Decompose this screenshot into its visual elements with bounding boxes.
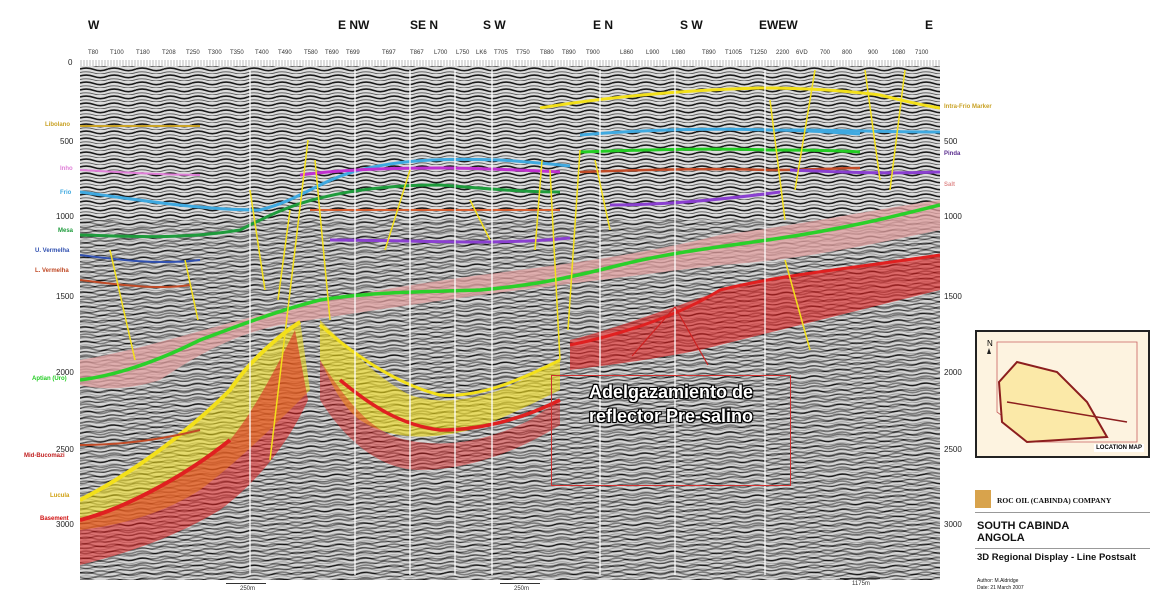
scale-bar: 1175m xyxy=(840,575,880,591)
well-label: T300 xyxy=(208,50,222,56)
depth-label-right: 1000 xyxy=(944,212,962,221)
well-label: T250 xyxy=(186,50,200,56)
depth-label-left: 3000 xyxy=(56,520,74,529)
horizon-label-pinda: Pinda xyxy=(944,151,961,157)
well-label: L900 xyxy=(646,50,660,56)
well-label: T890 xyxy=(702,50,716,56)
horizon-label-inho: Inho xyxy=(60,166,73,172)
well-label: 7100 xyxy=(915,50,929,56)
well-label: 900 xyxy=(868,50,879,56)
direction-label-e-n: E N xyxy=(593,18,614,32)
author-text: Author: M.Aldridge xyxy=(977,578,1019,584)
well-label: 800 xyxy=(842,50,853,56)
direction-label-e-nw: E NW xyxy=(338,18,370,32)
depth-label-left: 500 xyxy=(60,137,74,146)
well-label: T350 xyxy=(230,50,244,56)
scale-bar: 250m xyxy=(500,580,540,596)
well-label: T580 xyxy=(304,50,318,56)
horizon-label-lucula: Lucula xyxy=(50,493,70,499)
location-map: N LOCATION MAP xyxy=(975,330,1150,458)
well-label: T900 xyxy=(586,50,600,56)
well-label: 700 xyxy=(820,50,831,56)
direction-label-w: W xyxy=(88,18,100,32)
well-label: T890 xyxy=(562,50,576,56)
well-label: T208 xyxy=(162,50,176,56)
annotation-text: Adelgazamiento de reflector Pre-salino xyxy=(588,382,754,426)
date-text: Date: 21 March 2007 xyxy=(977,585,1024,591)
well-label: 2200 xyxy=(776,50,790,56)
depth-label-left: 1000 xyxy=(56,212,74,221)
well-label: 6VD xyxy=(796,50,808,56)
well-label: T750 xyxy=(516,50,530,56)
well-label: L860 xyxy=(620,50,634,56)
well-label: T699 xyxy=(346,50,360,56)
well-label: T490 xyxy=(278,50,292,56)
depth-label-right: 2500 xyxy=(944,445,962,454)
horizon-label-libolano: Libolano xyxy=(45,122,70,128)
direction-label-s-w-2: S W xyxy=(680,18,703,32)
depth-label-left: 0 xyxy=(68,58,73,67)
well-label: T80 xyxy=(88,50,99,56)
location-map-graphic: N xyxy=(977,332,1148,456)
well-label: 1080 xyxy=(892,50,906,56)
well-label: T697 xyxy=(382,50,396,56)
depth-label-right: 500 xyxy=(944,137,958,146)
depth-label-left: 1500 xyxy=(56,292,74,301)
display-title: 3D Regional Display - Line Postsalt xyxy=(977,552,1136,563)
horizon-label-aptian: Aptian (Uro) xyxy=(32,376,67,382)
annotation-box: Adelgazamiento de reflector Pre-salino xyxy=(551,375,791,486)
well-label: L980 xyxy=(672,50,686,56)
horizon-label-salt: Salt xyxy=(944,182,956,188)
company-name: ROC OIL (CABINDA) COMPANY xyxy=(997,496,1112,505)
direction-label-se-n: SE N xyxy=(410,18,439,32)
well-label: T1005 xyxy=(725,50,743,56)
horizon-label-l-vermelha: L. Vermelha xyxy=(35,268,69,274)
horizon-label-mid-bucomazi: Mid-Bucomazi xyxy=(24,453,65,459)
well-label: LK6 xyxy=(476,50,487,56)
well-label: T867 xyxy=(410,50,424,56)
well-labels: T80 T100 T180 T208 T250 T300 T350 T400 T… xyxy=(80,50,940,60)
well-label: T880 xyxy=(540,50,554,56)
company-logo xyxy=(975,490,991,508)
horizon-label-u-vermelha: U. Vermelha xyxy=(35,248,70,254)
well-label: T1250 xyxy=(750,50,768,56)
scale-bar: 250m xyxy=(226,580,266,596)
horizon-label-basement: Basement xyxy=(40,516,69,522)
info-panel: ROC OIL (CABINDA) COMPANY SOUTH CABINDA … xyxy=(975,490,1150,604)
horizon-label-frio: Frio xyxy=(60,190,72,196)
direction-label-e: E xyxy=(925,18,934,32)
direction-label-s-w: S W xyxy=(483,18,506,32)
well-label: L700 xyxy=(434,50,448,56)
location-map-label: LOCATION MAP xyxy=(1094,444,1144,452)
direction-label-ewew: EWEW xyxy=(759,18,798,32)
depth-label-right: 2000 xyxy=(944,368,962,377)
horizon-label-mesa: Mesa xyxy=(58,228,74,234)
depth-label-left: 2500 xyxy=(56,445,74,454)
depth-label-right: 1500 xyxy=(944,292,962,301)
well-label: T100 xyxy=(110,50,124,56)
well-label: T705 xyxy=(494,50,508,56)
well-label: T180 xyxy=(136,50,150,56)
well-label: T690 xyxy=(325,50,339,56)
horizon-label-intra-frio: Intra-Frio Marker xyxy=(944,104,992,110)
depth-label-left: 2000 xyxy=(56,368,74,377)
well-label: T400 xyxy=(255,50,269,56)
svg-text:N: N xyxy=(987,339,993,348)
well-label: L750 xyxy=(456,50,470,56)
depth-label-right: 3000 xyxy=(944,520,962,529)
seismic-section xyxy=(80,60,940,580)
region-title: SOUTH CABINDA ANGOLA xyxy=(977,520,1069,544)
